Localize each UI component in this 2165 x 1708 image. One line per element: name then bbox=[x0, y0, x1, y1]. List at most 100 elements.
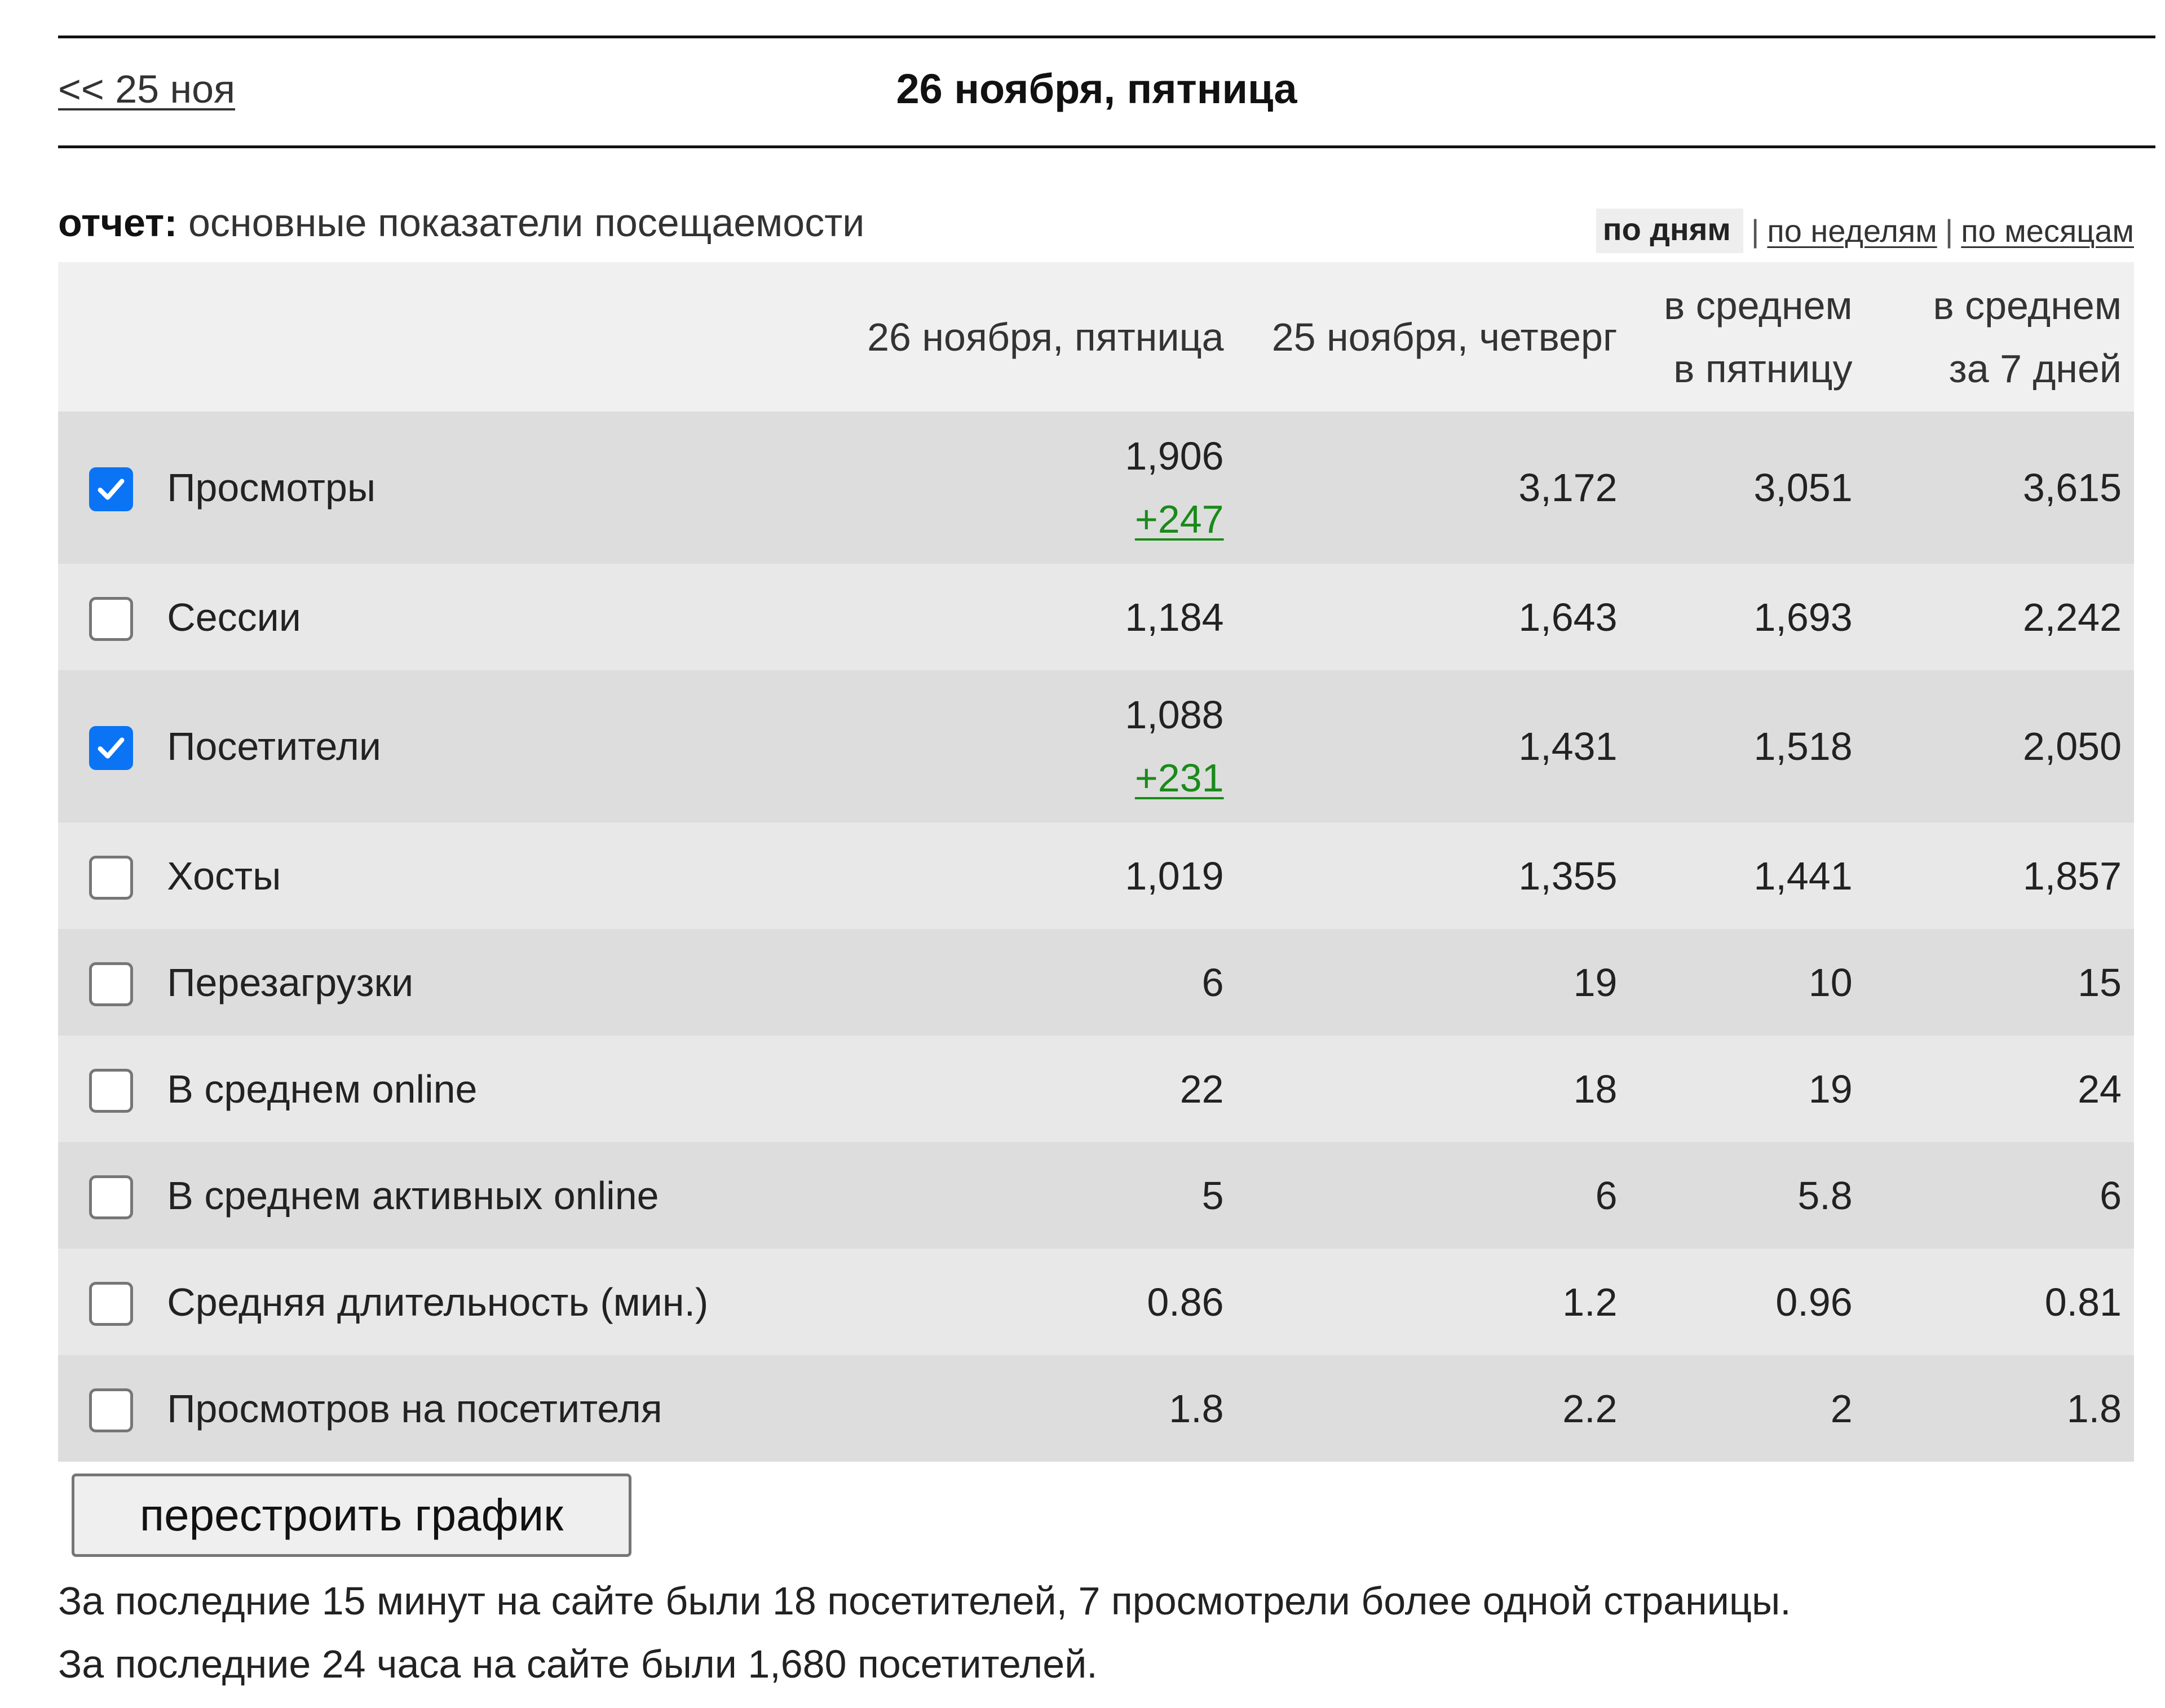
metric-value: 1,088 bbox=[1125, 693, 1224, 737]
metric-value-cell: 3,051 bbox=[1629, 411, 1865, 564]
checkbox-cell bbox=[58, 822, 167, 929]
metric-checkbox[interactable] bbox=[89, 1281, 133, 1326]
metric-value-cell: 0.86 bbox=[848, 1249, 1236, 1355]
metric-value-cell: 1.2 bbox=[1236, 1249, 1630, 1355]
metric-value: 1,906 bbox=[1125, 434, 1224, 478]
metric-label: В среднем активных online bbox=[167, 1142, 848, 1249]
metric-label: Перезагрузки bbox=[167, 929, 848, 1036]
metric-value-cell: 2,242 bbox=[1864, 564, 2134, 670]
recent-15min-summary: За последние 15 минут на сайте были 18 п… bbox=[58, 1579, 1791, 1623]
metric-value-cell: 18 bbox=[1236, 1036, 1630, 1142]
table-row: Просмотры 1,906 +247 3,172 3,051 3,615 bbox=[58, 411, 2134, 564]
table-header-row: 26 ноября, пятница 25 ноября, четверг в … bbox=[58, 262, 2134, 411]
metric-value-cell: 2 bbox=[1629, 1355, 1865, 1462]
metric-value-cell: 10 bbox=[1629, 929, 1865, 1036]
header-spacer bbox=[167, 262, 848, 411]
checkbox-cell bbox=[58, 1036, 167, 1142]
metric-checkbox[interactable] bbox=[89, 1388, 133, 1432]
metric-value-cell: 1,088 +231 bbox=[848, 670, 1236, 822]
metric-value-cell: 1,184 bbox=[848, 564, 1236, 670]
metric-value-cell: 1,643 bbox=[1236, 564, 1630, 670]
metric-value-cell: 15 bbox=[1864, 929, 2134, 1036]
table-row: Хосты 1,019 1,355 1,441 1,857 bbox=[58, 822, 2134, 929]
table-row: Сессии 1,184 1,643 1,693 2,242 bbox=[58, 564, 2134, 670]
metric-value-cell: 3,172 bbox=[1236, 411, 1630, 564]
metric-value-cell: 1,019 bbox=[848, 822, 1236, 929]
metric-value-cell: 19 bbox=[1629, 1036, 1865, 1142]
metric-label: Просмотров на посетителя bbox=[167, 1355, 848, 1462]
separator: | bbox=[1751, 213, 1760, 249]
checkmark-icon bbox=[98, 737, 125, 759]
metric-checkbox[interactable] bbox=[89, 962, 133, 1006]
metric-value-cell: 5.8 bbox=[1629, 1142, 1865, 1249]
metric-value-cell: 1,518 bbox=[1629, 670, 1865, 822]
metric-value-cell: 6 bbox=[1236, 1142, 1630, 1249]
metric-label: В среднем online bbox=[167, 1036, 848, 1142]
metric-value-cell: 6 bbox=[848, 929, 1236, 1036]
metric-checkbox[interactable] bbox=[89, 1175, 133, 1219]
metric-value-cell: 1.8 bbox=[848, 1355, 1236, 1462]
period-months-link[interactable]: по месяцам bbox=[1961, 213, 2134, 249]
stats-table: 26 ноября, пятница 25 ноября, четверг в … bbox=[58, 262, 2134, 1462]
previous-day-link[interactable]: << 25 ноя bbox=[58, 67, 236, 111]
recent-24h-summary: За последние 24 часа на сайте были 1,680… bbox=[58, 1642, 1098, 1686]
checkbox-cell bbox=[58, 564, 167, 670]
metric-value-cell: 24 bbox=[1864, 1036, 2134, 1142]
table-row: В среднем online 22 18 19 24 bbox=[58, 1036, 2134, 1142]
checkbox-cell bbox=[58, 1249, 167, 1355]
bottom-divider bbox=[58, 145, 2155, 148]
column-header: в среднем за 7 дней bbox=[1864, 262, 2134, 411]
column-header: 25 ноября, четверг bbox=[1236, 262, 1630, 411]
delta-link[interactable]: +247 bbox=[1134, 497, 1224, 541]
page-title: 26 ноября, пятница bbox=[896, 65, 1297, 112]
metric-value-cell: 1,857 bbox=[1864, 822, 2134, 929]
checkbox-cell bbox=[58, 929, 167, 1036]
checkbox-cell bbox=[58, 411, 167, 564]
metric-value-cell: 6 bbox=[1864, 1142, 2134, 1249]
column-header: в среднем в пятницу bbox=[1629, 262, 1865, 411]
metric-value-cell: 1,441 bbox=[1629, 822, 1865, 929]
metric-value-cell: 3,615 bbox=[1864, 411, 2134, 564]
period-switch: по дням | по неделям | по месяцам bbox=[1596, 209, 2134, 253]
period-days-active: по дням bbox=[1596, 209, 1743, 253]
table-row: В среднем активных online 5 6 5.8 6 bbox=[58, 1142, 2134, 1249]
metric-value-cell: 1,431 bbox=[1236, 670, 1630, 822]
top-divider bbox=[58, 36, 2155, 38]
metric-checkbox[interactable] bbox=[89, 726, 133, 771]
metric-value-cell: 0.96 bbox=[1629, 1249, 1865, 1355]
metric-value-cell: 1.8 bbox=[1864, 1355, 2134, 1462]
checkbox-cell bbox=[58, 1142, 167, 1249]
table-row: Перезагрузки 6 19 10 15 bbox=[58, 929, 2134, 1036]
metric-value-cell: 1,355 bbox=[1236, 822, 1630, 929]
metric-value-cell: 0.81 bbox=[1864, 1249, 2134, 1355]
report-name: основные показатели посещаемости bbox=[188, 201, 865, 245]
report-label-prefix: отчет: bbox=[58, 201, 178, 245]
metric-value-cell: 1,906 +247 bbox=[848, 411, 1236, 564]
metric-label: Посетители bbox=[167, 670, 848, 822]
table-row: Средняя длительность (мин.) 0.86 1.2 0.96 0.… bbox=[58, 1249, 2134, 1355]
column-header: 26 ноября, пятница bbox=[848, 262, 1236, 411]
metric-checkbox[interactable] bbox=[89, 1068, 133, 1113]
metric-value-cell: 2.2 bbox=[1236, 1355, 1630, 1462]
period-weeks-link[interactable]: по неделям bbox=[1767, 213, 1937, 249]
metric-label: Сессии bbox=[167, 564, 848, 670]
metric-checkbox[interactable] bbox=[89, 855, 133, 900]
checkmark-icon bbox=[98, 479, 125, 500]
metric-checkbox[interactable] bbox=[89, 596, 133, 641]
metric-value-cell: 1,693 bbox=[1629, 564, 1865, 670]
rebuild-chart-button[interactable]: перестроить график bbox=[72, 1474, 631, 1557]
metric-value-cell: 2,050 bbox=[1864, 670, 2134, 822]
metric-value-cell: 22 bbox=[848, 1036, 1236, 1142]
table-row: Просмотров на посетителя 1.8 2.2 2 1.8 bbox=[58, 1355, 2134, 1462]
table-row: Посетители 1,088 +231 1,431 1,518 2,050 bbox=[58, 670, 2134, 822]
metric-checkbox[interactable] bbox=[89, 467, 133, 512]
delta-link[interactable]: +231 bbox=[1134, 756, 1224, 800]
header-spacer bbox=[58, 262, 167, 411]
metric-label: Просмотры bbox=[167, 411, 848, 564]
metric-value-cell: 5 bbox=[848, 1142, 1236, 1249]
separator: | bbox=[1945, 213, 1954, 249]
checkbox-cell bbox=[58, 670, 167, 822]
metric-label: Средняя длительность (мин.) bbox=[167, 1249, 848, 1355]
metric-label: Хосты bbox=[167, 822, 848, 929]
checkbox-cell bbox=[58, 1355, 167, 1462]
